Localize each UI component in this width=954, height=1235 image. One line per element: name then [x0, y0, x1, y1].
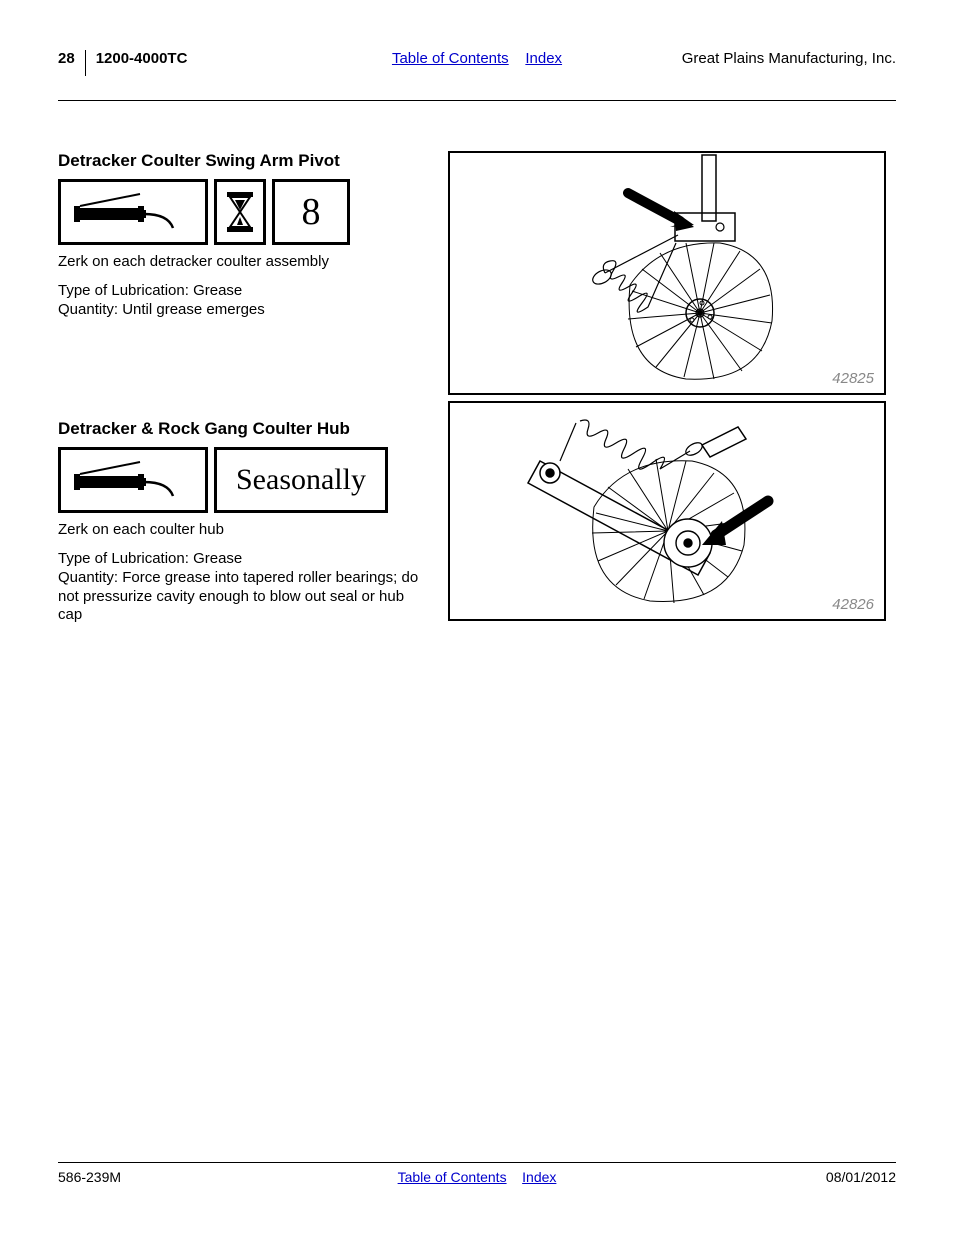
section-title: Detracker & Rock Gang Coulter Hub	[58, 419, 428, 439]
lube-spec: Type of Lubrication: Grease Quantity: Un…	[58, 282, 428, 320]
grease-gun-icon	[58, 179, 208, 245]
page-header: 28 1200-4000TC Table of Contents Index G…	[58, 50, 896, 76]
figure-id: 42826	[832, 596, 874, 613]
section-hub: Detracker & Rock Gang Coulter Hub Season…	[58, 419, 428, 625]
figure-hub: 42826	[448, 401, 886, 621]
grease-gun-icon	[58, 447, 208, 513]
lube-qty: Quantity: Until grease emerges	[58, 301, 265, 318]
lube-qty: Quantity: Force grease into tapered roll…	[58, 569, 418, 624]
page-footer: 586-239M Table of Contents Index 08/01/2…	[58, 1162, 896, 1185]
figure-id: 42825	[832, 370, 874, 387]
company-name: Great Plains Manufacturing, Inc.	[682, 50, 896, 67]
lube-type: Type of Lubrication: Grease	[58, 282, 242, 299]
doc-date: 08/01/2012	[826, 1169, 896, 1185]
interval-season: Seasonally	[214, 447, 388, 513]
lube-spec: Type of Lubrication: Grease Quantity: Fo…	[58, 550, 428, 625]
interval-hours: 8	[272, 179, 350, 245]
hourglass-icon	[214, 179, 266, 245]
zerk-location: Zerk on each coulter hub	[58, 521, 428, 540]
doc-number: 586-239M	[58, 1169, 121, 1185]
zerk-location: Zerk on each detracker coulter assembly	[58, 253, 428, 272]
section-pivot: Detracker Coulter Swing Arm Pivot	[58, 151, 428, 319]
header-rule	[58, 100, 896, 101]
model-number: 1200-4000TC	[86, 50, 188, 67]
lube-icons: 8	[58, 179, 428, 245]
lube-icons: Seasonally	[58, 447, 428, 513]
section-title: Detracker Coulter Swing Arm Pivot	[58, 151, 428, 171]
lube-type: Type of Lubrication: Grease	[58, 550, 242, 567]
figure-pivot: 42825	[448, 151, 886, 395]
index-link[interactable]: Index	[522, 1169, 556, 1185]
header-nav: Table of Contents Index	[392, 50, 562, 67]
index-link[interactable]: Index	[525, 50, 562, 67]
page-number: 28	[58, 50, 86, 76]
footer-nav: Table of Contents Index	[398, 1169, 557, 1185]
toc-link[interactable]: Table of Contents	[392, 50, 509, 67]
toc-link[interactable]: Table of Contents	[398, 1169, 507, 1185]
